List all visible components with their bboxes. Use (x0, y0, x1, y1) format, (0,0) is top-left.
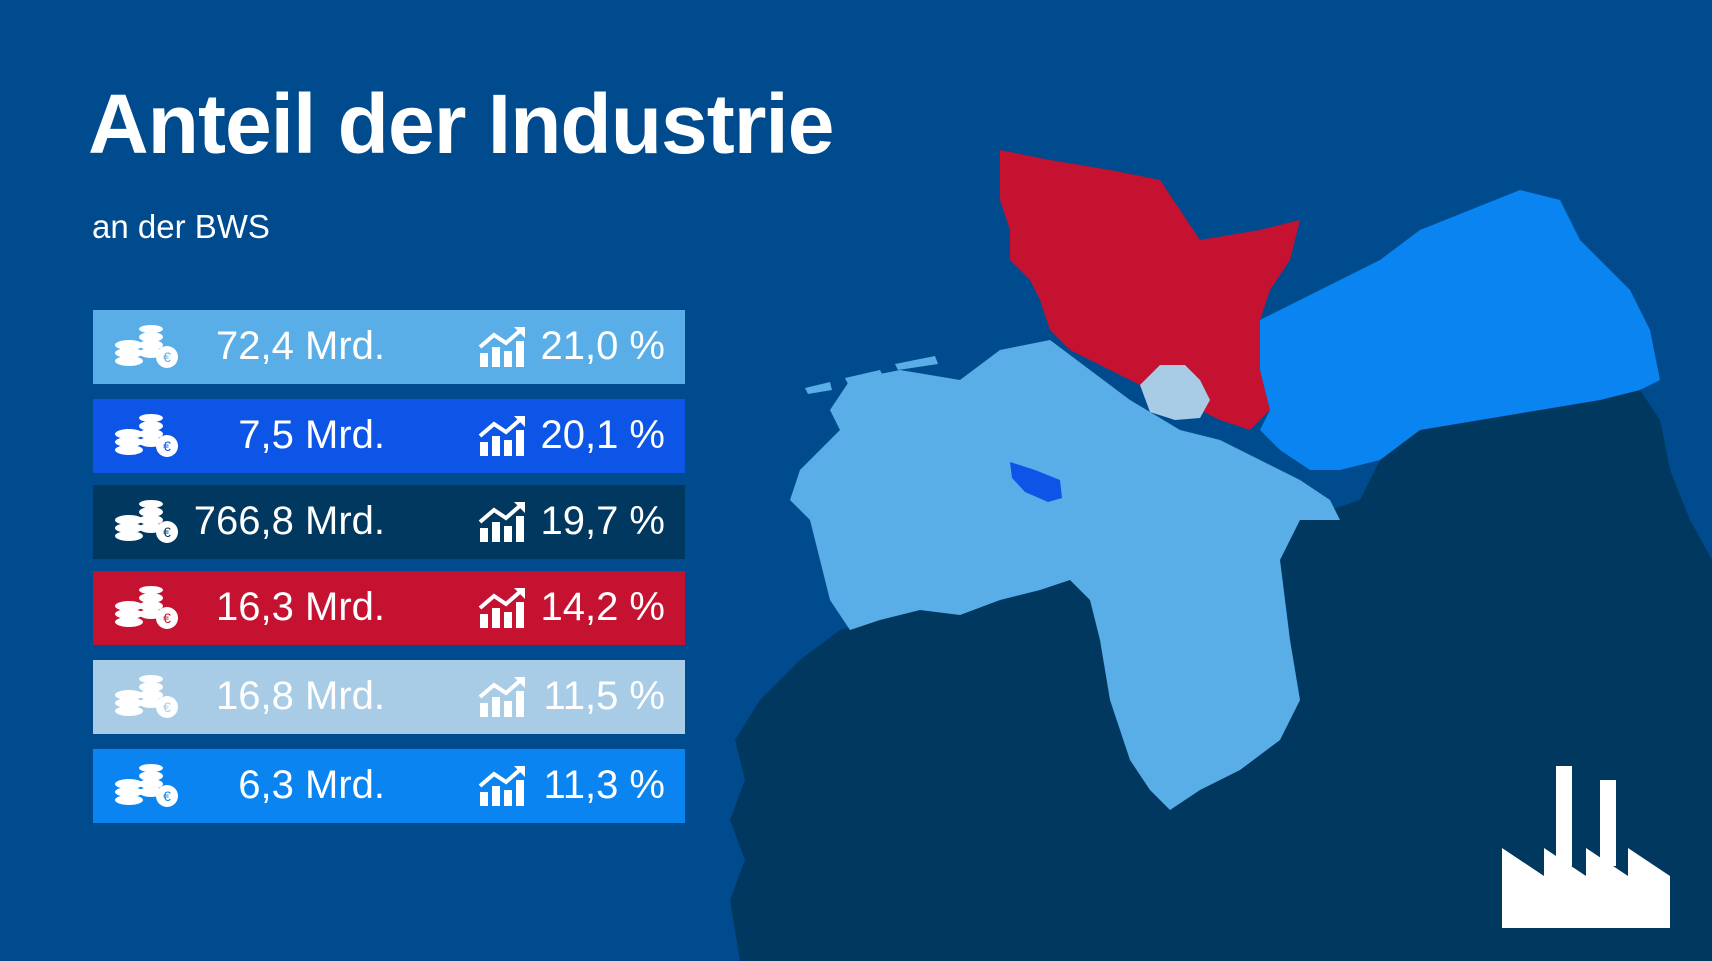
stats-list: € 72,4 Mrd. 21,0 % € 7,5 Mrd. 20,1 % € 7… (93, 310, 685, 838)
svg-text:€: € (163, 788, 171, 804)
growth-chart-icon (478, 327, 525, 367)
amount-value: 16,8 Mrd. (216, 674, 385, 718)
svg-text:€: € (163, 524, 171, 540)
map-schleswig-holstein (1000, 150, 1300, 430)
stat-row: € 72,4 Mrd. 21,0 % (93, 310, 685, 384)
coins-euro-icon: € (115, 325, 178, 368)
share-value: 14,2 % (540, 585, 665, 629)
share-value: 11,5 % (543, 674, 665, 718)
growth-chart-icon (478, 766, 525, 806)
share-value: 20,1 % (540, 413, 665, 457)
svg-text:€: € (163, 438, 171, 454)
page-subtitle: an der BWS (92, 208, 270, 245)
growth-chart-icon (478, 502, 525, 542)
amount-value: 766,8 Mrd. (193, 499, 385, 543)
amount-value: 16,3 Mrd. (216, 585, 385, 629)
map-niedersachsen (790, 340, 1340, 810)
map-hamburg (1140, 365, 1210, 420)
coins-euro-icon: € (115, 586, 178, 629)
svg-text:€: € (163, 699, 171, 715)
map-germany-rest (730, 390, 1712, 961)
page-title: Anteil der Industrie (88, 77, 834, 171)
amount-value: 72,4 Mrd. (216, 324, 385, 368)
growth-chart-icon (478, 677, 525, 717)
growth-chart-icon (478, 416, 525, 456)
coins-euro-icon: € (115, 675, 178, 718)
stat-row: € 7,5 Mrd. 20,1 % (93, 399, 685, 473)
share-value: 21,0 % (540, 324, 665, 368)
coins-euro-icon: € (115, 500, 178, 543)
growth-chart-icon (478, 588, 525, 628)
coins-euro-icon: € (115, 764, 178, 807)
coins-euro-icon: € (115, 414, 178, 457)
stat-row: € 6,3 Mrd. 11,3 % (93, 749, 685, 823)
svg-text:€: € (163, 349, 171, 365)
factory-icon (1502, 766, 1670, 928)
share-value: 19,7 % (540, 499, 665, 543)
amount-value: 7,5 Mrd. (238, 413, 385, 457)
svg-text:€: € (163, 610, 171, 626)
map-islands (805, 356, 938, 394)
amount-value: 6,3 Mrd. (238, 763, 385, 807)
map-mecklenburg-vorpommern (1260, 190, 1660, 470)
share-value: 11,3 % (543, 763, 665, 807)
stat-row: € 16,8 Mrd. 11,5 % (93, 660, 685, 734)
stat-row: € 766,8 Mrd. 19,7 % (93, 485, 685, 559)
stat-row: € 16,3 Mrd. 14,2 % (93, 571, 685, 645)
map-bremen (1010, 462, 1062, 502)
